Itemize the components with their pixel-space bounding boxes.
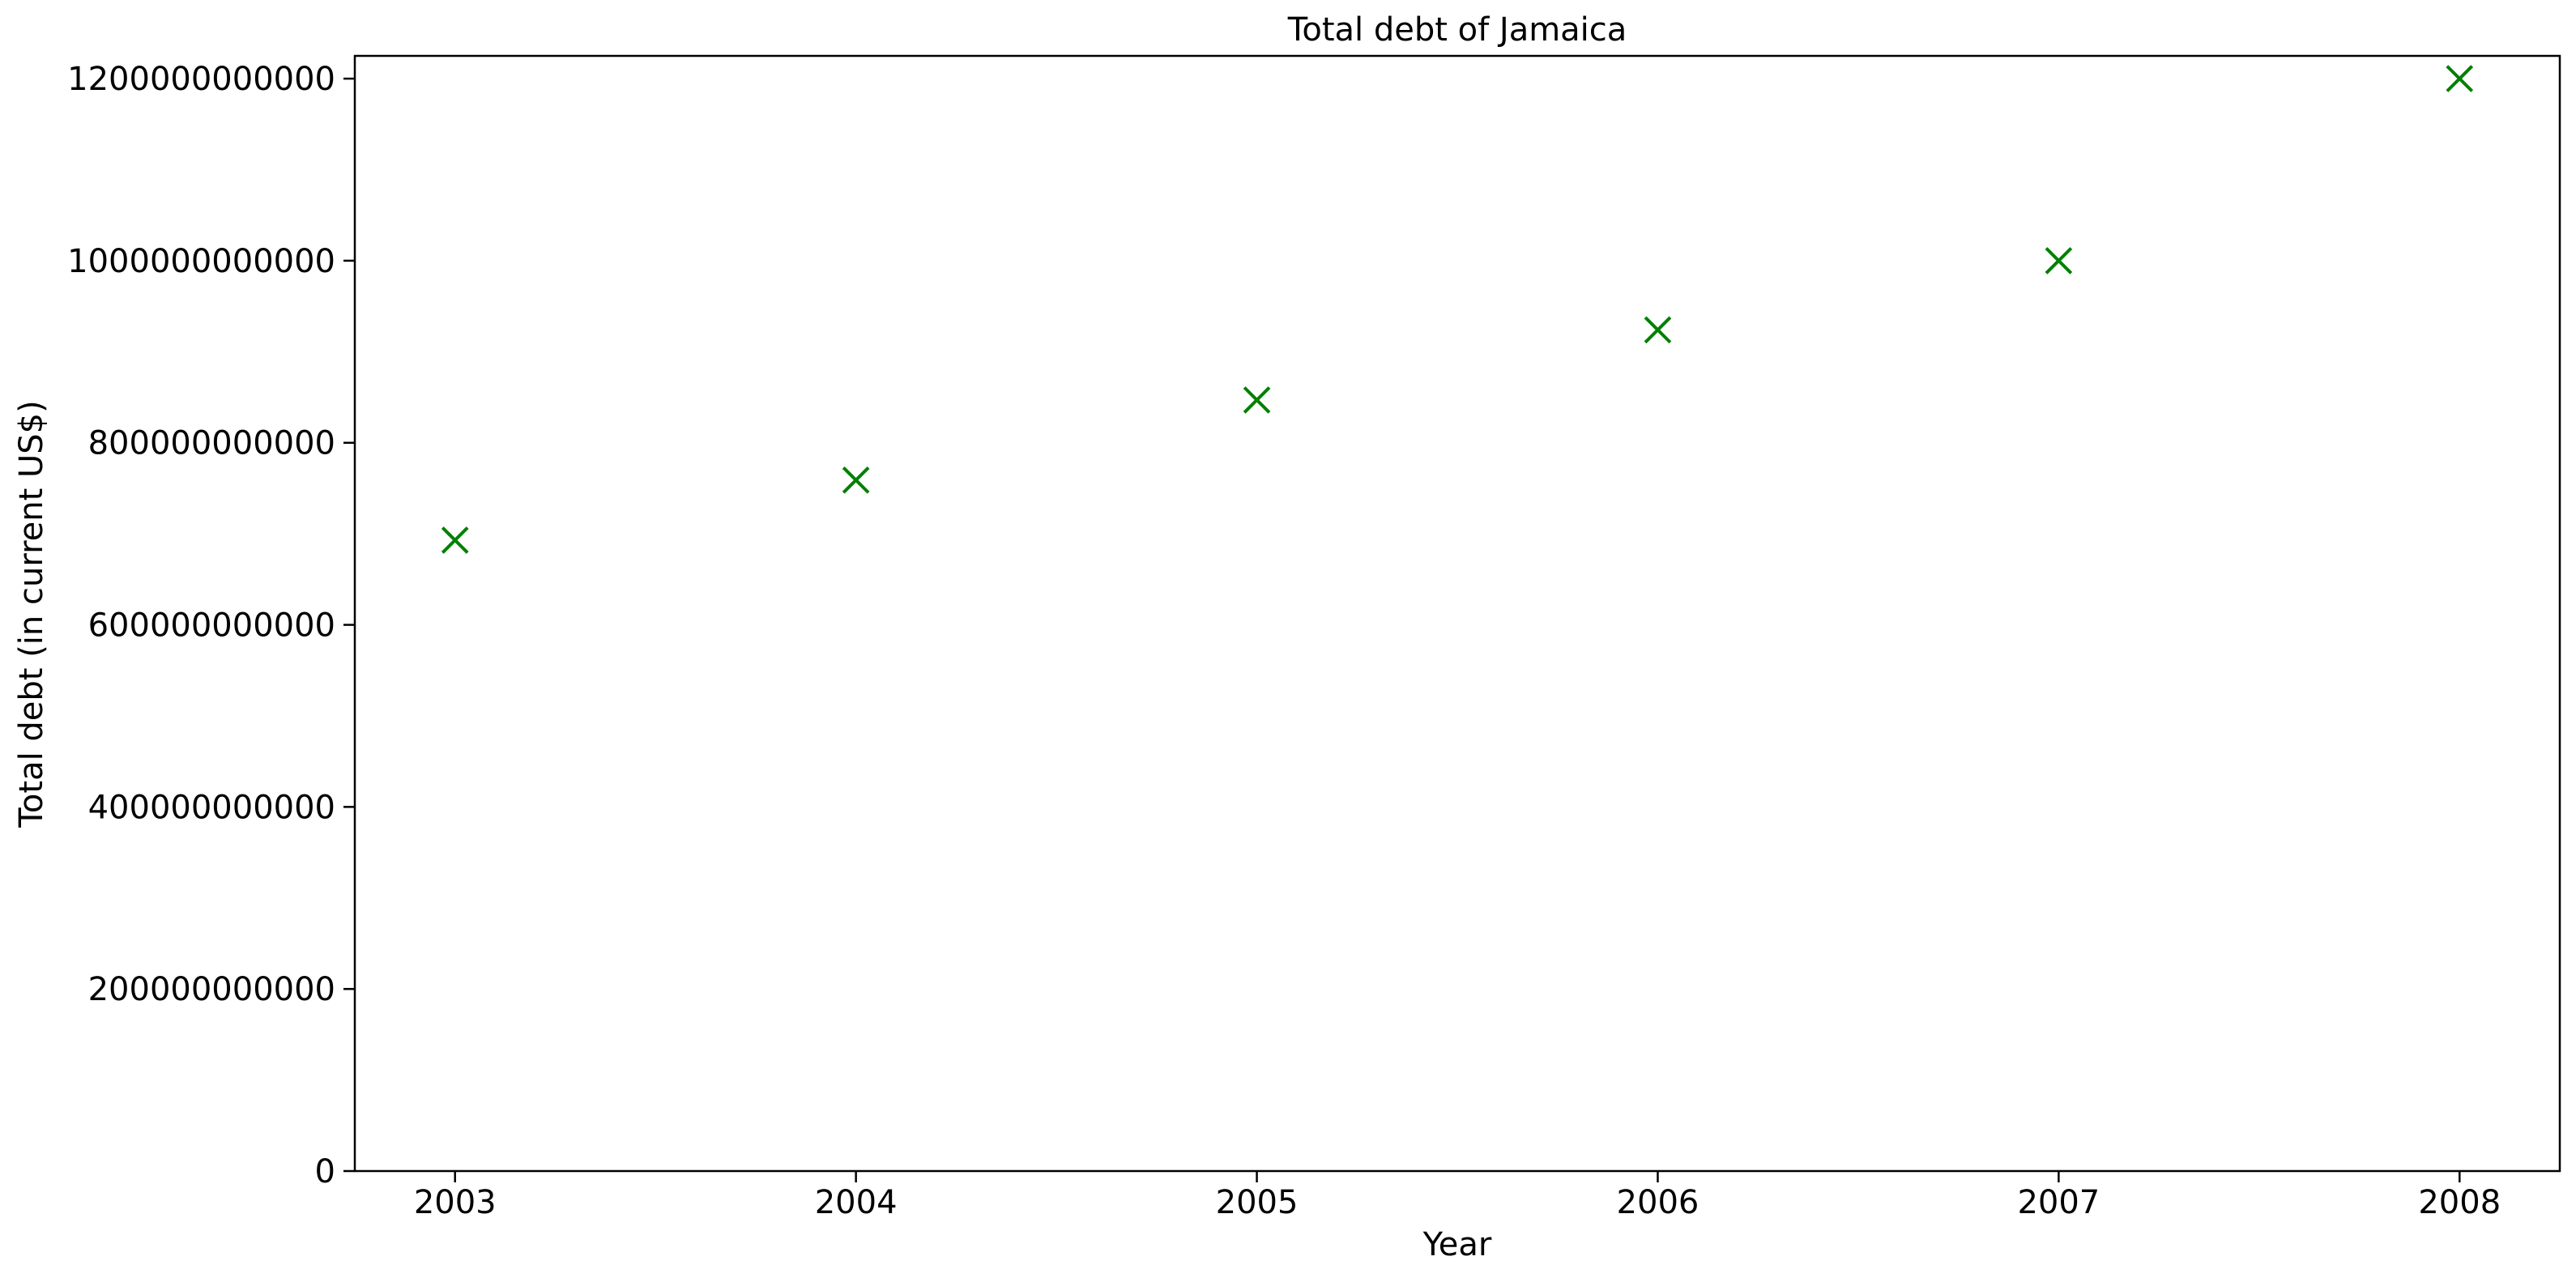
x-tick-label: 2008 — [2418, 1184, 2501, 1221]
y-tick-label: 800000000000 — [88, 425, 335, 462]
x-axis-label: Year — [1422, 1226, 1492, 1263]
y-tick-label: 1000000000000 — [67, 243, 335, 280]
chart-title: Total debt of Jamaica — [1287, 11, 1627, 49]
data-markers — [441, 65, 2474, 554]
data-point — [1243, 386, 1271, 414]
y-tick-label: 0 — [315, 1153, 335, 1190]
x-tick-label: 2003 — [414, 1184, 497, 1221]
y-tick-label: 200000000000 — [88, 971, 335, 1008]
plot-area-frame — [353, 54, 2561, 1173]
y-axis-label: Total debt (in current US$) — [13, 400, 50, 828]
x-tick-label: 2006 — [1617, 1184, 1700, 1221]
data-point — [2045, 247, 2073, 275]
y-tick-label: 600000000000 — [88, 607, 335, 645]
data-point — [1644, 316, 1672, 344]
data-point — [842, 466, 870, 494]
data-point — [441, 526, 469, 554]
y-tick-label: 1200000000000 — [67, 61, 335, 98]
data-point — [2446, 65, 2474, 92]
x-tick-label: 2004 — [815, 1184, 898, 1221]
y-tick-label: 400000000000 — [88, 789, 335, 826]
x-tick-label: 2005 — [1216, 1184, 1299, 1221]
axis-ticks: 2003 2004 2005 2006 2007 2008 0 200000000000 400… — [67, 61, 2501, 1221]
x-tick-label: 2007 — [2017, 1184, 2100, 1221]
